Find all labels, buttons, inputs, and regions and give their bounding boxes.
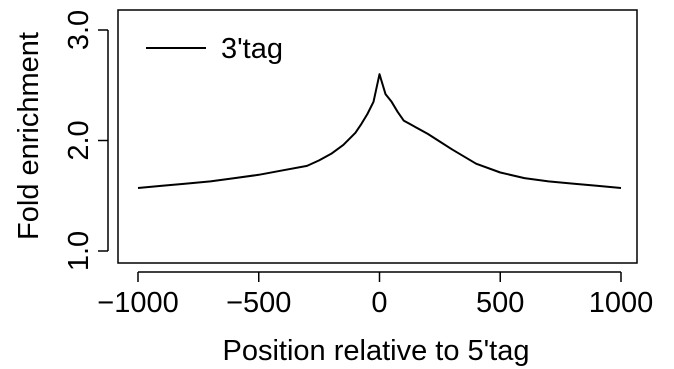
x-tick-label: 500 bbox=[476, 287, 524, 319]
x-tick-label: 1000 bbox=[589, 287, 654, 319]
legend: 3'tag bbox=[146, 33, 283, 65]
x-tick-label: −500 bbox=[226, 287, 291, 319]
x-tick-label: −1000 bbox=[97, 287, 178, 319]
y-tick-label: 1.0 bbox=[63, 231, 95, 271]
series-group bbox=[137, 73, 622, 189]
legend-entry-3tag: 3'tag bbox=[221, 33, 283, 65]
y-axis-label: Fold enrichment bbox=[13, 32, 45, 240]
y-tick-label: 3.0 bbox=[63, 10, 95, 50]
x-axis-label: Position relative to 5'tag bbox=[223, 335, 530, 367]
y-tick-label: 2.0 bbox=[63, 120, 95, 160]
plot-frame bbox=[117, 9, 638, 264]
plot-area bbox=[117, 9, 638, 264]
x-tick-label: 0 bbox=[371, 287, 387, 319]
y-axis: 1.0 2.0 3.0 Fold enrichment bbox=[13, 10, 109, 271]
series-line-0 bbox=[137, 73, 622, 189]
x-axis: −1000 −500 0 500 1000 Position relative to 5… bbox=[97, 271, 654, 367]
